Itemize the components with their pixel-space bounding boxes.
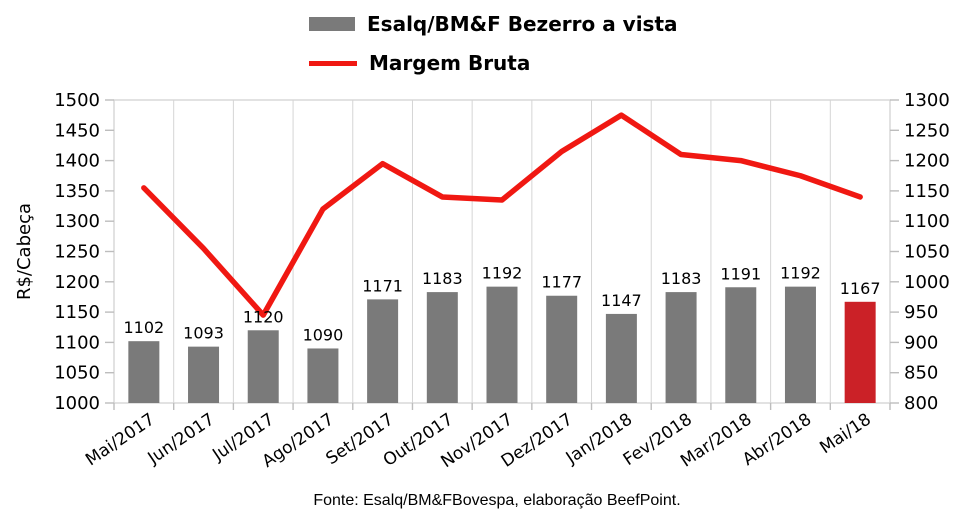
- left-axis-tick-label: 1450: [54, 120, 100, 141]
- right-axis-tick-label: 900: [904, 332, 938, 353]
- right-axis-tick-label: 1200: [904, 151, 950, 172]
- bar-Fev/2018: [665, 292, 697, 403]
- bar-value-label: 1192: [482, 264, 523, 283]
- bar-value-label: 1171: [362, 276, 403, 295]
- bar-value-label: 1183: [422, 269, 463, 288]
- bar-value-label: 1147: [601, 291, 642, 310]
- bar-Mai/18: [844, 301, 876, 403]
- right-axis-tick-label: 1250: [904, 120, 950, 141]
- bar-Mai/2017: [128, 341, 160, 403]
- left-axis-tick-label: 1350: [54, 181, 100, 202]
- right-axis-tick-label: 1300: [904, 90, 950, 111]
- x-axis-label: Mai/2017: [82, 410, 159, 471]
- bar-value-label: 1191: [720, 264, 761, 283]
- y-axis-title: R$/Cabeça: [14, 203, 35, 300]
- bar-Set/2017: [367, 299, 399, 403]
- bar-Abr/2018: [784, 286, 816, 403]
- bar-Jul/2017: [247, 330, 279, 403]
- legend-label-margem: Margem Bruta: [369, 51, 531, 75]
- left-axis-tick-label: 1300: [54, 211, 100, 232]
- bar-Nov/2017: [486, 286, 518, 403]
- chart-legend: Esalq/BM&F Bezerro a vista Margem Bruta: [309, 10, 678, 77]
- bar-Jan/2018: [605, 313, 637, 403]
- bar-Dez/2017: [546, 295, 578, 403]
- right-axis-tick-label: 1050: [904, 242, 950, 263]
- right-axis-tick-label: 800: [904, 393, 938, 414]
- legend-label-bezerro: Esalq/BM&F Bezerro a vista: [367, 12, 678, 36]
- bar-value-label: 1090: [303, 325, 344, 344]
- right-axis-tick-label: 850: [904, 363, 938, 384]
- legend-item-bezerro: Esalq/BM&F Bezerro a vista: [309, 10, 678, 38]
- bar-value-label: 1102: [123, 318, 164, 337]
- source-note: Fonte: Esalq/BM&FBovespa, elaboração Bee…: [313, 492, 681, 509]
- left-axis-tick-label: 1050: [54, 363, 100, 384]
- bar-Ago/2017: [307, 348, 339, 403]
- left-axis-tick-label: 1200: [54, 272, 100, 293]
- bar-Jun/2017: [188, 346, 220, 403]
- x-axis-label: Jun/2017: [144, 410, 219, 469]
- bar-value-label: 1177: [541, 273, 582, 292]
- bar-value-label: 1120: [243, 307, 284, 326]
- right-axis-tick-label: 1000: [904, 272, 950, 293]
- right-axis-tick-label: 950: [904, 302, 938, 323]
- bar-swatch-icon: [309, 17, 355, 31]
- bar-value-label: 1167: [840, 279, 881, 298]
- margem-bruta-line: [141, 112, 863, 318]
- right-axis-tick-label: 1150: [904, 181, 950, 202]
- line-swatch-icon: [309, 60, 357, 66]
- left-axis-tick-label: 1000: [54, 393, 100, 414]
- x-axis-label: Abr/2018: [739, 410, 815, 470]
- x-axis-label: Mai/18: [816, 410, 875, 459]
- legend-item-margem: Margem Bruta: [309, 49, 678, 77]
- bar-Out/2017: [426, 292, 458, 403]
- left-axis-tick-label: 1500: [54, 90, 100, 111]
- left-axis-tick-label: 1100: [54, 332, 100, 353]
- bar-value-label: 1183: [661, 269, 702, 288]
- left-axis-tick-label: 1250: [54, 242, 100, 263]
- left-axis-tick-label: 1400: [54, 151, 100, 172]
- bar-value-label: 1192: [780, 264, 821, 283]
- bar-Mar/2018: [725, 287, 757, 403]
- bar-value-label: 1093: [183, 324, 224, 343]
- left-axis-tick-label: 1150: [54, 302, 100, 323]
- right-axis-tick-label: 1100: [904, 211, 950, 232]
